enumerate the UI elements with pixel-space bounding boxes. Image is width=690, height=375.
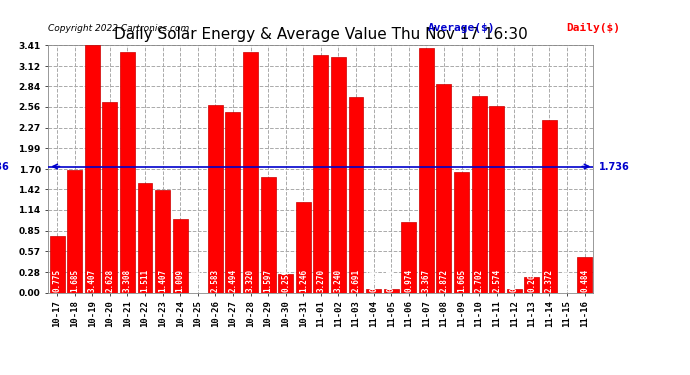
Bar xyxy=(261,177,275,292)
Text: 2.628: 2.628 xyxy=(106,268,115,292)
Bar xyxy=(50,236,65,292)
Bar xyxy=(366,289,381,292)
Bar xyxy=(120,53,135,292)
Text: 3.308: 3.308 xyxy=(123,268,132,292)
Text: 1.597: 1.597 xyxy=(264,268,273,292)
Bar xyxy=(172,219,188,292)
Bar xyxy=(331,57,346,292)
Bar xyxy=(506,289,522,292)
Bar xyxy=(226,111,240,292)
Bar xyxy=(243,52,258,292)
Bar xyxy=(208,105,223,292)
Text: 0.207: 0.207 xyxy=(527,268,536,292)
Text: 3.320: 3.320 xyxy=(246,268,255,292)
Bar xyxy=(577,257,592,292)
Bar xyxy=(155,190,170,292)
Bar xyxy=(472,96,486,292)
Text: Daily($): Daily($) xyxy=(566,23,620,33)
Text: 2.583: 2.583 xyxy=(211,268,220,292)
Text: 1.685: 1.685 xyxy=(70,268,79,292)
Bar xyxy=(67,170,82,292)
Text: 2.494: 2.494 xyxy=(228,268,237,292)
Text: 0.775: 0.775 xyxy=(52,268,61,292)
Text: 0.974: 0.974 xyxy=(404,268,413,292)
Bar xyxy=(437,84,451,292)
Text: 3.270: 3.270 xyxy=(316,268,326,292)
Text: 1.009: 1.009 xyxy=(176,268,185,292)
Bar xyxy=(296,202,310,292)
Bar xyxy=(454,172,469,292)
Text: 0.000: 0.000 xyxy=(193,268,202,292)
Bar xyxy=(402,222,416,292)
Text: 2.691: 2.691 xyxy=(351,268,360,292)
Text: 0.484: 0.484 xyxy=(580,268,589,292)
Bar xyxy=(419,48,434,292)
Text: 0.259: 0.259 xyxy=(282,268,290,292)
Text: 3.367: 3.367 xyxy=(422,268,431,292)
Text: 1.736: 1.736 xyxy=(0,162,10,171)
Text: 1.246: 1.246 xyxy=(299,268,308,292)
Text: 1.407: 1.407 xyxy=(158,268,167,292)
Text: 2.574: 2.574 xyxy=(492,268,501,292)
Text: 0.000: 0.000 xyxy=(562,268,571,292)
Bar xyxy=(137,183,152,292)
Text: 2.872: 2.872 xyxy=(440,268,449,292)
Bar xyxy=(542,120,557,292)
Text: 0.049: 0.049 xyxy=(369,268,378,292)
Text: Average($): Average($) xyxy=(428,23,495,33)
Text: 1.736: 1.736 xyxy=(599,162,629,171)
Bar xyxy=(348,97,364,292)
Bar xyxy=(489,106,504,292)
Text: 1.511: 1.511 xyxy=(141,268,150,292)
Bar xyxy=(384,289,399,292)
Text: Copyright 2022 Cartronics.com: Copyright 2022 Cartronics.com xyxy=(48,24,190,33)
Bar xyxy=(278,274,293,292)
Text: 3.240: 3.240 xyxy=(334,268,343,292)
Bar xyxy=(102,102,117,292)
Bar xyxy=(524,278,540,292)
Text: 2.702: 2.702 xyxy=(475,268,484,292)
Bar xyxy=(313,55,328,292)
Text: 0.047: 0.047 xyxy=(510,268,519,292)
Bar xyxy=(85,45,100,292)
Text: 3.407: 3.407 xyxy=(88,268,97,292)
Text: 2.372: 2.372 xyxy=(545,268,554,292)
Text: 0.044: 0.044 xyxy=(386,268,395,292)
Text: 1.665: 1.665 xyxy=(457,268,466,292)
Title: Daily Solar Energy & Average Value Thu Nov 17 16:30: Daily Solar Energy & Average Value Thu N… xyxy=(114,27,528,42)
